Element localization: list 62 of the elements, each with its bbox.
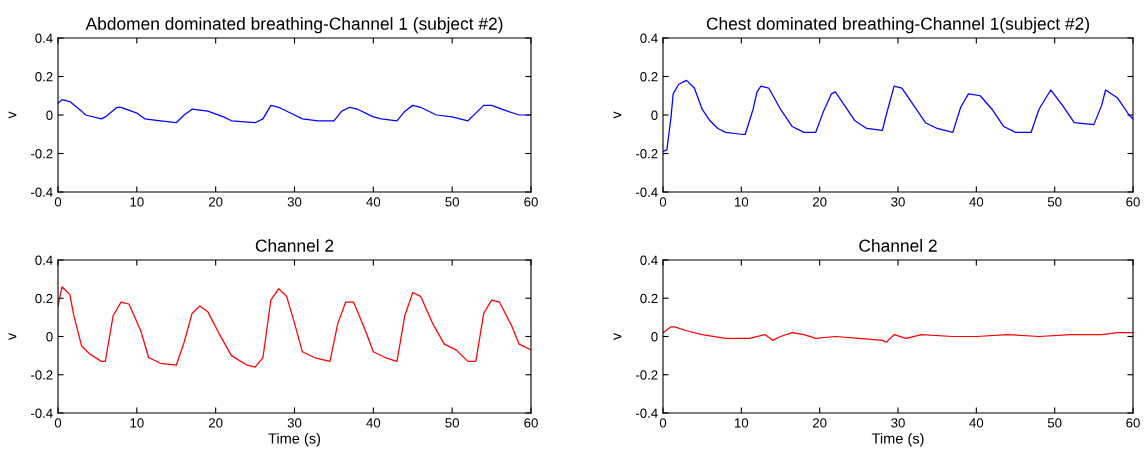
x-tick-label: 40 bbox=[969, 197, 984, 207]
x-tick-label: 40 bbox=[969, 418, 984, 428]
y-tick-label: 0 bbox=[46, 332, 53, 342]
x-tick-label: 50 bbox=[445, 197, 459, 207]
x-tick-label: 20 bbox=[208, 197, 223, 207]
y-tick-label: -0.2 bbox=[30, 370, 53, 380]
x-tick-label: 0 bbox=[54, 418, 62, 428]
y-tick-label: 0.4 bbox=[35, 255, 53, 265]
x-tick-label: 0 bbox=[54, 197, 62, 207]
y-axis-title: v bbox=[8, 332, 17, 341]
x-tick-label: 30 bbox=[287, 197, 302, 207]
y-tick-label: 0.4 bbox=[35, 33, 53, 43]
x-tick-label: 50 bbox=[1047, 197, 1062, 207]
x-tick-label: 60 bbox=[1126, 197, 1140, 207]
chart-title: Abdomen dominated breathing-Channel 1 (subject #2) bbox=[85, 17, 503, 34]
chart-title: Channel 2 bbox=[859, 239, 937, 252]
y-tick-label: 0 bbox=[651, 332, 658, 342]
y-tick-label: 0.2 bbox=[35, 293, 53, 304]
y-tick-label: -0.4 bbox=[30, 187, 53, 197]
x-tick-label: 60 bbox=[524, 418, 538, 428]
x-tick-label: 60 bbox=[1126, 418, 1140, 428]
x-tick-label: 50 bbox=[445, 418, 459, 428]
x-tick-label: 20 bbox=[812, 418, 827, 428]
line-series bbox=[663, 79, 1133, 153]
y-tick-label: -0.2 bbox=[635, 370, 658, 380]
y-tick-label: -0.4 bbox=[635, 408, 658, 418]
x-tick-label: 20 bbox=[812, 197, 827, 207]
x-tick-label: 20 bbox=[208, 418, 223, 428]
y-tick-label: 0.2 bbox=[35, 72, 53, 82]
y-tick-label: 0.4 bbox=[640, 255, 658, 265]
chart-title: Channel 2 bbox=[255, 239, 334, 252]
line-series bbox=[58, 98, 531, 124]
x-tick-label: 40 bbox=[366, 418, 381, 428]
x-axis-title: Time (s) bbox=[871, 432, 924, 447]
x-tick-label: 30 bbox=[287, 418, 302, 428]
y-tick-label: -0.4 bbox=[635, 187, 658, 197]
x-tick-label: 40 bbox=[366, 197, 381, 207]
x-tick-label: 30 bbox=[891, 418, 905, 428]
line-series bbox=[58, 286, 531, 368]
y-tick-label: -0.2 bbox=[635, 149, 658, 159]
y-axis-title: v bbox=[613, 111, 622, 119]
y-tick-label: 0.2 bbox=[640, 72, 658, 82]
y-tick-label: 0.4 bbox=[640, 33, 658, 43]
y-axis-title: v bbox=[8, 111, 17, 119]
y-tick-label: 0.2 bbox=[640, 293, 658, 304]
y-tick-label: 0 bbox=[651, 110, 658, 120]
line-series bbox=[663, 326, 1133, 343]
x-tick-label: 30 bbox=[891, 197, 905, 207]
x-tick-label: 10 bbox=[130, 418, 144, 428]
y-axis-title: v bbox=[613, 332, 622, 341]
y-tick-label: -0.2 bbox=[30, 149, 53, 159]
y-tick-label: 0 bbox=[46, 110, 53, 120]
y-tick-label: -0.4 bbox=[30, 408, 53, 418]
x-tick-label: 60 bbox=[524, 197, 538, 207]
x-tick-label: 50 bbox=[1047, 418, 1062, 428]
x-axis-title: Time (s) bbox=[268, 432, 321, 447]
x-tick-label: 10 bbox=[735, 418, 749, 428]
x-tick-label: 10 bbox=[735, 197, 749, 207]
chart-title: Chest dominated breathing-Channel 1(subject #2) bbox=[706, 17, 1089, 34]
x-tick-label: 0 bbox=[659, 418, 667, 428]
x-tick-label: 10 bbox=[130, 197, 144, 207]
x-tick-label: 0 bbox=[659, 197, 667, 207]
